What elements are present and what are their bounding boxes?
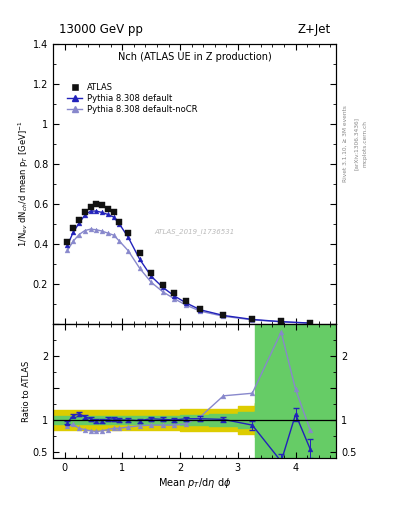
Text: ATLAS_2019_I1736531: ATLAS_2019_I1736531 [154,228,235,235]
Text: Z+Jet: Z+Jet [297,24,331,36]
Legend: ATLAS, Pythia 8.308 default, Pythia 8.308 default-noCR: ATLAS, Pythia 8.308 default, Pythia 8.30… [66,81,199,116]
Y-axis label: 1/N$_{ev}$ dN$_{ch}$/d mean p$_{T}$ [GeV]$^{-1}$: 1/N$_{ev}$ dN$_{ch}$/d mean p$_{T}$ [GeV… [17,121,31,247]
Text: Rivet 3.1.10, ≥ 3M events: Rivet 3.1.10, ≥ 3M events [343,105,348,182]
X-axis label: Mean $p_{T}$/d$\eta$ d$\phi$: Mean $p_{T}$/d$\eta$ d$\phi$ [158,476,231,490]
Text: mcplots.cern.ch: mcplots.cern.ch [362,120,367,167]
Text: Nch (ATLAS UE in Z production): Nch (ATLAS UE in Z production) [118,52,272,62]
Text: 13000 GeV pp: 13000 GeV pp [59,24,143,36]
Text: [arXiv:1306.3436]: [arXiv:1306.3436] [354,117,359,170]
Y-axis label: Ratio to ATLAS: Ratio to ATLAS [22,361,31,422]
